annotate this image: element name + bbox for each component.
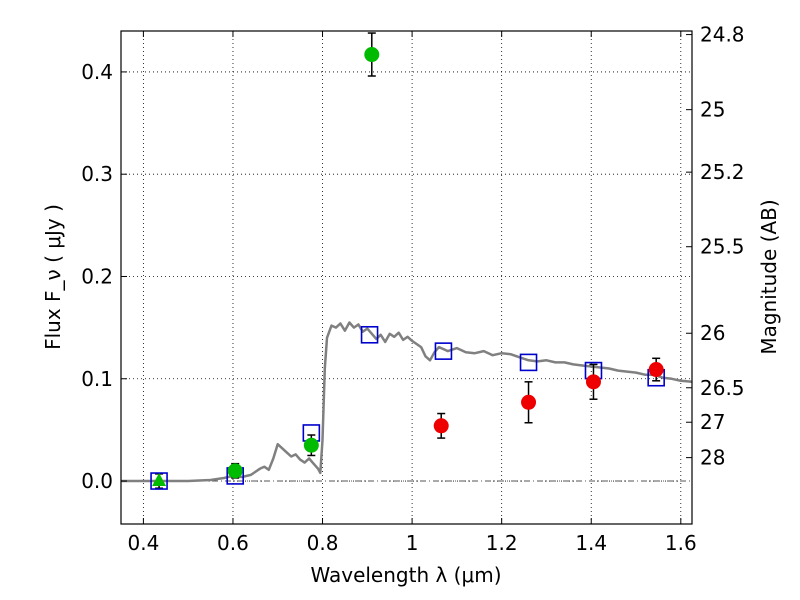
model-band-square — [360, 325, 379, 344]
right-tick-label: 25 — [700, 98, 725, 122]
x-axis-label: Wavelength λ (μm) — [310, 563, 501, 587]
grid — [121, 31, 692, 524]
data-points — [150, 32, 665, 490]
model-band-square — [434, 342, 453, 360]
y-tick-label: 0.0 — [81, 469, 113, 493]
x-tick-label: 1.6 — [665, 531, 697, 555]
y-tick-label: 0.4 — [81, 60, 113, 84]
y-axis-label: Flux F_ν ( μJy ) — [41, 204, 65, 350]
x-tick-label: 0.4 — [127, 531, 159, 555]
y-tick-label: 0.1 — [81, 367, 113, 391]
observed-point — [433, 418, 449, 434]
x-tick-label: 0.6 — [217, 531, 249, 555]
right-tick-label: 25.2 — [700, 160, 745, 184]
model-band-square — [519, 353, 538, 372]
right-tick-label: 25.5 — [700, 235, 745, 259]
right-axis-label: Magnitude (AB) — [757, 199, 781, 354]
right-tick-label: 26 — [700, 321, 725, 345]
plot-frame — [120, 30, 693, 525]
observed-point — [648, 362, 664, 378]
right-tick-label: 24.8 — [700, 23, 745, 47]
observed-point — [303, 437, 319, 453]
observed-upper-limit-triangle — [152, 473, 167, 487]
observed-point — [585, 374, 601, 390]
right-tick-label: 26.5 — [700, 376, 745, 400]
model-spectrum — [121, 321, 693, 483]
y-tick-label: 0.2 — [81, 264, 113, 288]
model-photometry-squares — [150, 325, 665, 490]
observed-points — [152, 47, 664, 487]
x-tick-label: 1.4 — [575, 531, 607, 555]
right-tick-label: 28 — [700, 446, 725, 470]
observed-point — [227, 463, 243, 479]
right-tick-label: 27 — [700, 410, 725, 434]
observed-point — [521, 394, 537, 410]
x-tick-label: 0.8 — [307, 531, 339, 555]
observed-point — [364, 47, 380, 63]
axis-ticks: 0.4 0.6 0.8 1 1.2 1.4 1.6 0.0 0.1 0.2 0.3 0.4 24.8 25… — [81, 23, 744, 555]
model-spectrum-line — [121, 321, 693, 483]
x-tick-label: 1.2 — [486, 531, 518, 555]
x-tick-label: 1 — [406, 531, 419, 555]
y-tick-label: 0.3 — [81, 162, 113, 186]
error-bars — [155, 32, 661, 489]
